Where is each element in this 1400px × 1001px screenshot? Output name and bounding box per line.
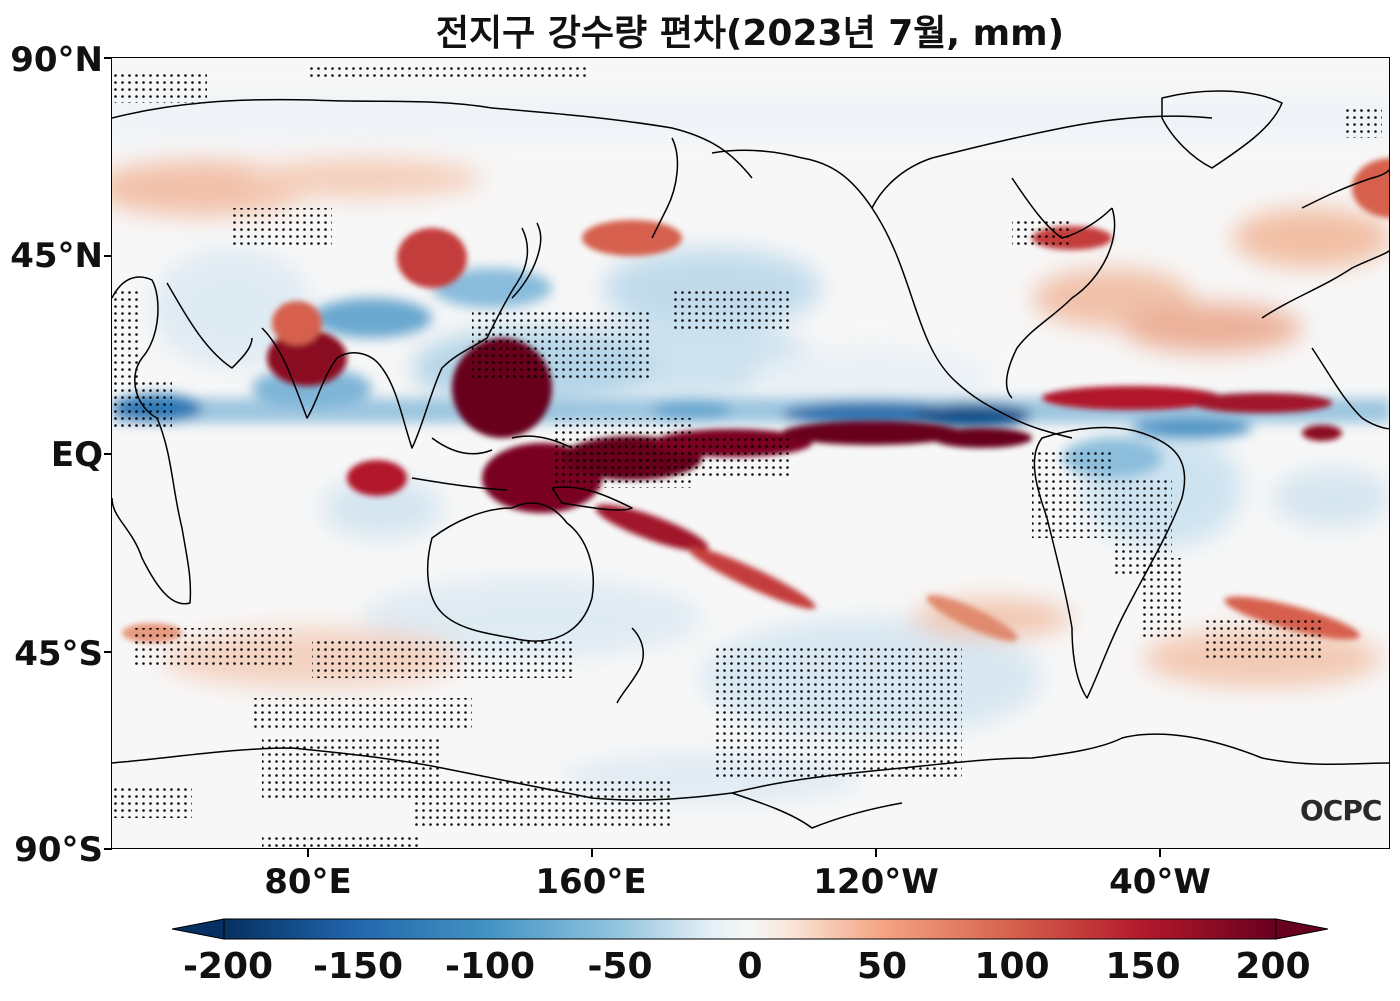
lon-label-160e: 160°E <box>535 862 647 902</box>
colorbar-tick-label: 100 <box>974 946 1050 987</box>
lon-label-120w: 120°W <box>813 862 939 902</box>
lon-tick <box>307 849 309 857</box>
lat-tick <box>104 848 112 850</box>
colorbar-tick-label: 200 <box>1235 946 1311 987</box>
map-title: 전지구 강수량 편차(2023년 7월, mm) <box>435 13 1065 54</box>
lat-tick <box>104 255 112 257</box>
lat-tick <box>104 57 112 59</box>
lat-tick <box>104 453 112 455</box>
lat-label-45s: 45°S <box>14 634 103 674</box>
map-canvas <box>112 58 1389 848</box>
colorbar-tick-label: 50 <box>856 946 908 987</box>
lon-tick <box>1159 849 1161 857</box>
coastlines <box>112 90 1389 829</box>
colorbar-tick-label: 0 <box>737 946 763 987</box>
colorbar-extend-high <box>1275 918 1329 940</box>
lat-label-90n: 90°N <box>10 40 103 80</box>
colorbar-tick-label: -200 <box>182 946 274 987</box>
lon-label-40w: 40°W <box>1109 862 1211 902</box>
colorbar-graphic <box>171 918 1329 940</box>
lat-label-90s: 90°S <box>14 830 103 870</box>
ocpc-logo: OCPC <box>1300 794 1382 827</box>
lon-tick <box>875 849 877 857</box>
colorbar-tick-label: -150 <box>312 946 404 987</box>
colorbar-gradient <box>223 918 1277 940</box>
colorbar-extend-low <box>171 918 225 940</box>
colorbar <box>171 918 1329 940</box>
colorbar-tick-label: -50 <box>587 946 653 987</box>
lat-tick <box>104 651 112 653</box>
colorbar-tick-label: -100 <box>444 946 536 987</box>
lat-label-eq: EQ <box>50 435 103 475</box>
significance-stipple <box>112 66 1382 848</box>
lon-label-80e: 80°E <box>264 862 352 902</box>
colorbar-tick-label: 150 <box>1105 946 1181 987</box>
map-panel <box>111 57 1390 849</box>
lat-label-45n: 45°N <box>10 236 103 276</box>
lon-tick <box>591 849 593 857</box>
